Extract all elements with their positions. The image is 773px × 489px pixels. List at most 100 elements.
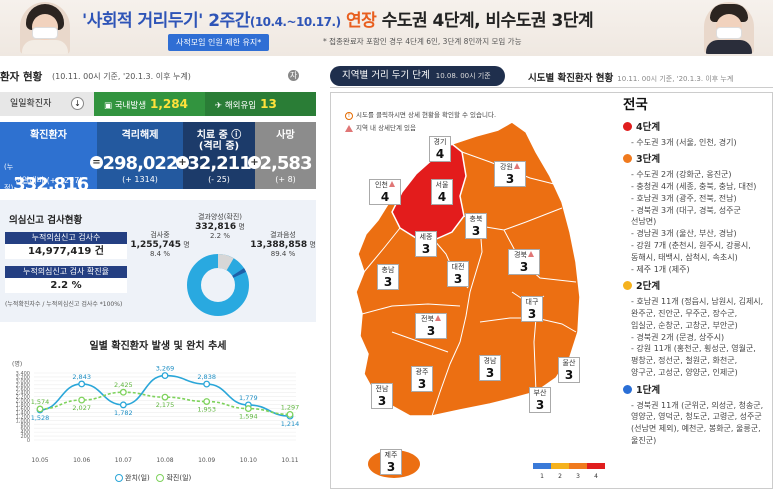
y-tick-label: 2,600	[16, 387, 30, 393]
scale-1-swatch	[533, 463, 551, 469]
data-point-confirmed	[36, 405, 44, 413]
x-tick-label: 10.06	[73, 457, 90, 464]
scale-3-label: 3	[576, 473, 580, 480]
x-tick-label: 10.05	[31, 457, 48, 464]
detail-triangle-icon	[513, 163, 520, 169]
daily-label: 일일확진자 ↓	[0, 92, 94, 116]
daily-confirmed-bar: 일일확진자 ↓ ▣ 국내발생 1,284 ✈ 해외유입 13	[0, 92, 316, 116]
section-subtitle: (10.11. 00시 기준, '20.1.3. 이후 누계)	[52, 72, 191, 81]
top-banner: '사회적 거리두기' 2주간(10.4.~10.17.) 연장 수도권 4단계,…	[0, 0, 773, 56]
data-point-cured	[203, 380, 211, 388]
nationwide-title: 전국	[623, 97, 648, 113]
y-tick-label: 1,600	[16, 406, 30, 412]
equals-icon: =	[90, 156, 103, 169]
y-unit-label: (명)	[12, 360, 22, 368]
plus-op-icon: +	[176, 156, 189, 169]
map-tabs: 지역별 거리 두기 단계 10.08. 00시 기준 시도별 확진환자 현황 10.…	[330, 66, 773, 88]
region-chungbuk[interactable]: 충북 3	[465, 213, 487, 239]
region-gangwon[interactable]: 강원 3	[494, 161, 526, 187]
data-label-confirmed: 1,574	[31, 398, 50, 406]
trend-title: 일별 확진환자 발생 및 완치 추세	[89, 341, 227, 352]
y-tick-label: 800	[20, 422, 30, 428]
map-note: ! 시도를 클릭하시면 상세 현황을 확인할 수 있습니다.	[345, 109, 496, 120]
testing-label: 검사중 1,255,745 명 8.4 %	[130, 231, 190, 258]
info-icon: !	[345, 112, 353, 120]
trend-line-chart: (명) 02004006008001,0001,2001,4001,6001,80…	[12, 360, 300, 464]
tab-regional-cases[interactable]: 시도별 확진환자 현황 10.11. 00시 기준, '20.1.3. 이후 누계	[528, 73, 734, 84]
data-label-confirmed: 1,594	[239, 413, 258, 421]
region-busan[interactable]: 부산 3	[529, 387, 551, 413]
data-point-cured	[78, 380, 86, 388]
confirmed-legend-marker	[156, 474, 165, 482]
region-jeonbuk[interactable]: 전북 3	[415, 313, 447, 339]
help-icon[interactable]: ⓘ	[227, 130, 242, 141]
region-gyeongbuk[interactable]: 경북 3	[508, 249, 540, 275]
data-point-confirmed	[244, 405, 252, 413]
x-tick-label: 10.11	[281, 457, 298, 464]
x-tick-label: 10.09	[198, 457, 215, 464]
region-daejeon[interactable]: 대전 3	[447, 261, 469, 287]
person-right-image	[704, 2, 754, 54]
rate-value: 2.2 %	[5, 278, 127, 293]
region-gyeonggi[interactable]: 경기 4	[429, 136, 451, 162]
scale-4-swatch	[587, 463, 605, 469]
data-label-confirmed: 2,175	[156, 401, 175, 409]
region-sejong[interactable]: 세종 3	[415, 231, 437, 257]
cured-legend-marker	[115, 474, 123, 482]
section-title: 환자 현황	[0, 71, 43, 83]
region-daegu[interactable]: 대구 3	[521, 296, 543, 322]
data-label-confirmed: 1,953	[197, 406, 216, 414]
deaths-box: 사망 2,583 (+ 8)	[255, 122, 316, 189]
person-icon: ▣	[104, 101, 115, 111]
positive-label: 결과양성(확진) 332,816 명 2.2 %	[195, 213, 245, 240]
y-tick-label: 1,200	[16, 414, 30, 420]
tab-distancing-level[interactable]: 지역별 거리 두기 단계 10.08. 00시 기준	[330, 66, 505, 86]
region-ulsan[interactable]: 울산 3	[558, 357, 580, 383]
domestic-cases: ▣ 국내발생 1,284	[94, 92, 205, 116]
region-gwangju[interactable]: 광주 3	[411, 366, 433, 392]
donut-testing-slice	[187, 254, 249, 316]
data-label-confirmed: 2,425	[114, 381, 133, 389]
map-legend-note: 지역 내 상세단계 있음	[345, 122, 416, 132]
data-label-cured: 2,838	[197, 373, 216, 381]
data-label-cured: 1,214	[281, 420, 300, 428]
y-tick-label: 400	[20, 430, 30, 436]
released-box: 격리해제 298,022 (+ 1314)	[97, 122, 183, 189]
y-tick-label: 200	[20, 434, 30, 440]
level2-dot-icon	[623, 281, 632, 291]
y-tick-label: 1,800	[16, 403, 30, 409]
scale-2-label: 2	[558, 473, 562, 480]
scale-3-swatch	[569, 463, 587, 469]
region-gyeongnam[interactable]: 경남 3	[479, 355, 501, 381]
region-jeju[interactable]: 제주 3	[380, 449, 402, 475]
arrow-down-icon[interactable]: ↓	[71, 97, 84, 110]
y-tick-label: 600	[20, 426, 30, 432]
data-point-confirmed	[78, 396, 86, 404]
trend-legend: 완치(일) 확진(일)	[115, 473, 191, 483]
scale-2-swatch	[551, 463, 569, 469]
data-label-cured: 1,782	[114, 409, 133, 417]
reports-label: 누적의심신고 검사수	[5, 232, 127, 244]
detail-triangle-icon	[527, 251, 534, 257]
data-point-confirmed	[161, 393, 169, 401]
y-tick-label: 2,000	[16, 399, 30, 405]
plane-icon: ✈	[215, 101, 225, 111]
stats-row: 확진환자 (누적)332,816 전일대비 (+ 1297) 격리해제 298,…	[0, 122, 316, 195]
y-tick-label: 3,200	[16, 375, 30, 381]
level1-dot-icon	[623, 384, 632, 394]
level3-group: 3단계 - 수도권 2개 (강화군, 옹진군) - 충청권 4개 (세종, 충북…	[623, 154, 773, 275]
suspect-title: 의심신고 검사현황	[9, 215, 83, 226]
region-seoul[interactable]: 서울 4	[431, 179, 453, 205]
region-incheon[interactable]: 인천 4	[369, 179, 401, 205]
detail-triangle-icon	[388, 181, 395, 187]
scale-4-label: 4	[594, 473, 598, 480]
data-point-cured	[161, 372, 169, 380]
rate-label: 누적의심신고 검사 확진율	[5, 266, 127, 278]
region-chungnam[interactable]: 충남 3	[377, 264, 399, 290]
region-jeonnam[interactable]: 전남 3	[371, 383, 393, 409]
level4-group: 4단계 - 수도권 3개 (서울, 인천, 경기)	[623, 121, 773, 149]
y-tick-label: 2,200	[16, 395, 30, 401]
y-tick-label: 2,400	[16, 391, 30, 397]
data-label-confirmed: 2,027	[72, 404, 91, 412]
data-point-confirmed	[119, 388, 127, 396]
